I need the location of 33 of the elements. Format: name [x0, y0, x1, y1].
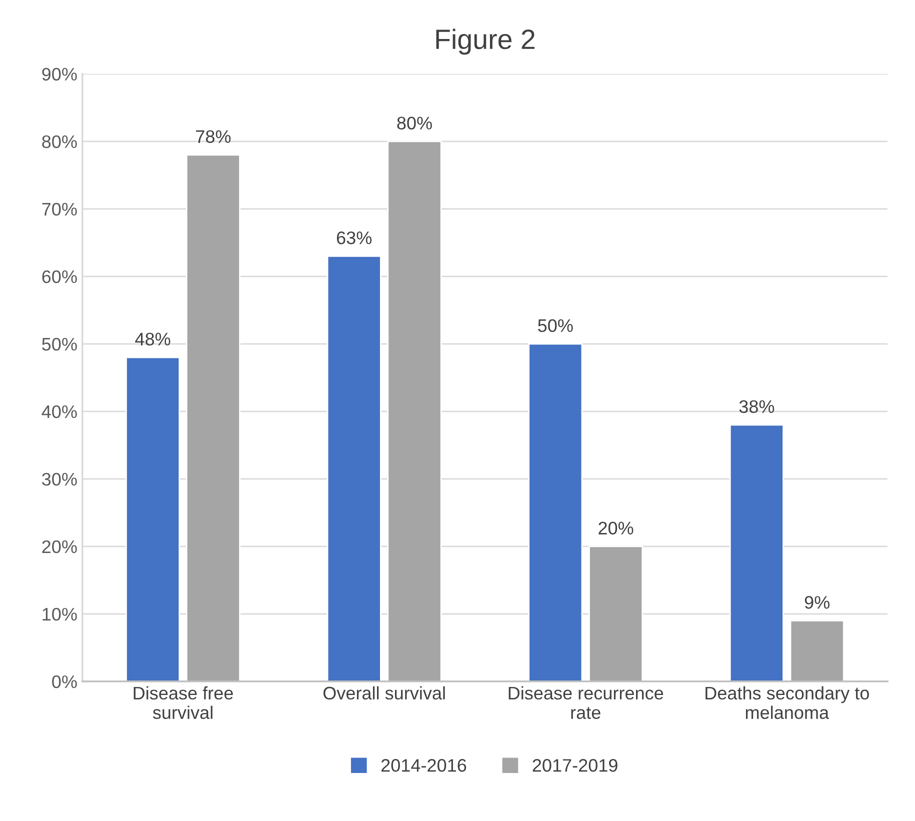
y-tick-label: 70%	[42, 202, 77, 216]
data-label: 80%	[397, 116, 432, 130]
y-tick-label: 50%	[42, 338, 77, 351]
bar	[729, 424, 784, 682]
data-label: 48%	[135, 332, 170, 346]
legend-label: 2017-2019	[532, 759, 618, 772]
x-tick-label: Overall survival	[323, 686, 445, 700]
y-tick-label: 80%	[42, 135, 77, 148]
bar	[326, 255, 382, 682]
bar	[528, 343, 583, 682]
data-label: 9%	[804, 596, 830, 609]
data-label: 38%	[739, 400, 774, 414]
bar	[387, 140, 442, 682]
data-label: 20%	[598, 522, 634, 535]
y-tick-label: 20%	[42, 540, 77, 554]
y-tick-label: 30%	[42, 472, 77, 486]
bar	[790, 620, 844, 682]
x-tick-label: Deaths secondary to melanoma	[706, 686, 869, 719]
data-label: 63%	[336, 231, 372, 244]
y-tick-label: 0%	[52, 675, 77, 688]
bar	[588, 546, 644, 682]
data-label: 78%	[196, 130, 231, 143]
bar	[186, 154, 240, 682]
data-label: 50%	[538, 319, 573, 332]
y-tick-label: 40%	[42, 405, 77, 418]
y-tick-label: 90%	[42, 68, 77, 81]
bar	[126, 356, 180, 682]
x-tick-label: Disease free survival	[134, 686, 233, 719]
legend-label: 2014-2016	[381, 759, 466, 772]
y-tick-label: 10%	[42, 608, 77, 621]
y-tick-label: 60%	[42, 270, 77, 284]
chart-title: Figure 2	[436, 28, 535, 55]
x-tick-label: Disease recurrence rate	[508, 686, 664, 719]
